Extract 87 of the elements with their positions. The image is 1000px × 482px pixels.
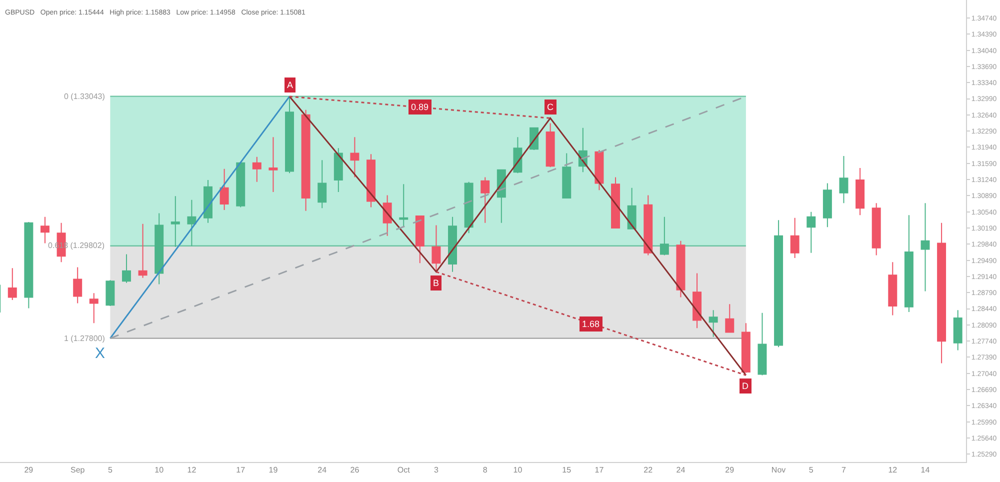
candlestick — [40, 216, 50, 244]
x-tick-label: 3 — [434, 466, 439, 475]
candlestick — [790, 217, 800, 258]
data-label: D — [742, 381, 749, 391]
x-tick-label: 12 — [187, 466, 197, 475]
candlestick — [89, 292, 98, 324]
candlestick — [366, 154, 376, 208]
candlestick — [937, 222, 946, 364]
candlestick — [334, 148, 343, 192]
candlestick — [904, 214, 914, 312]
candlestick — [399, 184, 408, 228]
x-tick-label: 5 — [808, 466, 814, 475]
candlestick — [953, 310, 962, 351]
data-label: X — [95, 345, 106, 362]
candlestick — [692, 272, 702, 329]
candlestick — [546, 122, 555, 168]
candlestick — [708, 310, 718, 338]
x-tick-label: 22 — [644, 466, 654, 475]
candlestick — [725, 304, 734, 333]
x-tick-label: 7 — [842, 466, 847, 475]
ref-line-label: 0 (1.33043) — [64, 92, 106, 101]
x-tick-label: Nov — [771, 466, 786, 475]
candlestick — [920, 202, 930, 292]
candlestick — [741, 322, 750, 374]
candlestick — [204, 180, 212, 224]
candlestick — [774, 220, 784, 348]
candlestick — [513, 136, 522, 174]
line-series — [288, 96, 747, 376]
candlestick — [106, 280, 115, 306]
x-tick-label: 5 — [108, 466, 113, 475]
x-tick-label: 24 — [318, 466, 328, 475]
x-tick-label: 17 — [594, 466, 604, 475]
candlestick — [611, 176, 620, 228]
candlestick — [350, 136, 360, 178]
annotation: 1.68 — [582, 319, 600, 329]
x-tick-label: Oct — [397, 466, 411, 475]
candlestick — [122, 254, 131, 284]
candlestick — [301, 109, 310, 212]
candlestick — [888, 262, 898, 316]
candlestick — [154, 212, 164, 285]
candlestick — [415, 216, 424, 264]
candlestick — [318, 160, 327, 209]
candlestick — [24, 222, 34, 309]
candlestick — [236, 162, 246, 208]
candlestick — [822, 182, 832, 228]
candlestick — [872, 202, 881, 256]
candlestick — [660, 216, 669, 256]
data-label: B — [433, 278, 440, 288]
candlestick — [464, 181, 474, 234]
candlestick — [73, 266, 82, 304]
candlestick — [644, 194, 653, 256]
x-tick-label: 10 — [513, 466, 523, 475]
candlestick — [856, 168, 865, 216]
x-tick-label: 8 — [482, 466, 488, 475]
candlestick — [432, 224, 441, 272]
annotation: 0.89 — [411, 102, 429, 112]
candlestick — [562, 152, 572, 198]
data-label: A — [287, 80, 294, 90]
candlestick — [480, 176, 490, 224]
candlestick — [676, 240, 686, 298]
ref-line-label: 1 (1.27800) — [64, 334, 106, 343]
candlestick — [8, 268, 17, 300]
data-label: C — [547, 102, 554, 112]
x-tick-label: 14 — [920, 466, 930, 475]
x-tick-label: 29 — [24, 466, 34, 475]
candlestick — [138, 223, 148, 278]
x-tick-label: 29 — [725, 466, 735, 475]
candlestick — [187, 199, 196, 246]
candlestick — [627, 187, 636, 230]
x-tick-label: 24 — [676, 466, 686, 475]
x-tick-label: 19 — [268, 466, 278, 475]
x-tick-label: 15 — [562, 466, 572, 475]
candlestick — [170, 196, 180, 248]
candlestick — [594, 150, 604, 191]
candlestick — [252, 156, 262, 182]
x-tick-label: 17 — [236, 466, 246, 475]
candlestick — [220, 168, 229, 210]
candlestick — [285, 96, 294, 174]
candlestick — [448, 216, 458, 272]
candlestick — [839, 156, 848, 204]
candlestick — [268, 136, 278, 192]
x-tick-label: Sep — [70, 466, 86, 475]
x-tick-label: 26 — [350, 466, 360, 475]
x-tick-label: 12 — [888, 466, 898, 475]
x-tick-label: 10 — [154, 466, 164, 475]
candlestick — [806, 211, 816, 254]
candlestick — [758, 312, 767, 376]
